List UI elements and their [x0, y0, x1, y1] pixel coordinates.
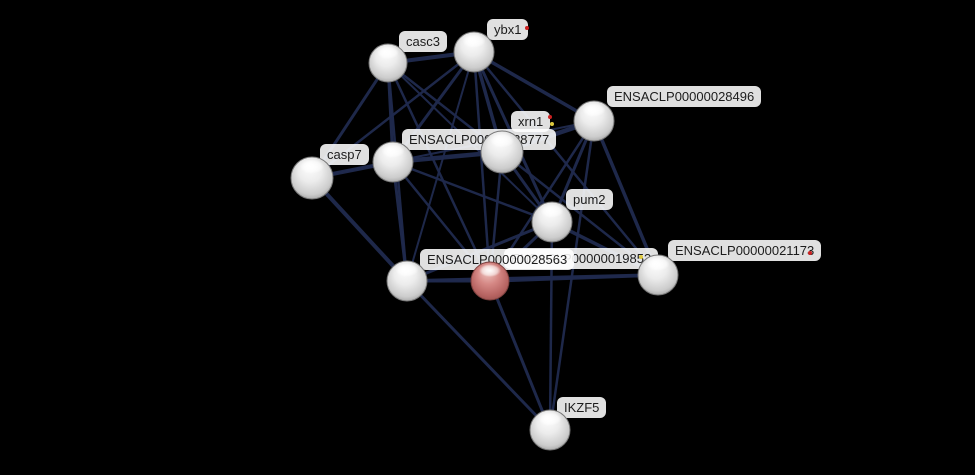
- node-label-n28496: ENSACLP00000028496: [607, 86, 761, 107]
- edge-n19853-IKZF5: [488, 280, 552, 431]
- svg-text:IKZF5: IKZF5: [564, 400, 599, 415]
- svg-text:ybx1: ybx1: [494, 22, 521, 37]
- edge-n28777-pum2: [392, 160, 553, 224]
- edge-ybx1-n28563: [406, 51, 475, 282]
- edge-n19853-n21173: [489, 273, 659, 283]
- node-n19853[interactable]: [470, 261, 510, 301]
- edge-ybx1-n28496: [473, 50, 595, 123]
- node-casp7[interactable]: [290, 156, 334, 200]
- node-ybx1[interactable]: [453, 31, 495, 73]
- svg-text:ENSACLP00000028777: ENSACLP00000028777: [409, 132, 549, 147]
- edge-color-speck: [525, 26, 529, 30]
- svg-text:ENSACLP00000021173: ENSACLP00000021173: [675, 243, 814, 258]
- svg-text:casp7: casp7: [327, 147, 362, 162]
- node-n28563[interactable]: [386, 260, 428, 302]
- svg-text:ENSACLP00000028496: ENSACLP00000028496: [614, 89, 754, 104]
- node-n21173[interactable]: [637, 254, 679, 296]
- node-label-n28777: ENSACLP00000028777: [402, 129, 556, 150]
- node-label-casc3: casc3: [399, 31, 447, 52]
- edge-color-speck: [808, 251, 812, 255]
- node-xrn1[interactable]: [480, 130, 524, 174]
- node-label-n28563: ENSACLP00000028563: [420, 249, 574, 270]
- svg-text:pum2: pum2: [573, 192, 606, 207]
- edge-color-speck: [548, 115, 552, 119]
- node-pum2[interactable]: [531, 201, 573, 243]
- edge-ybx1-n19853: [472, 51, 492, 282]
- nodes-layer: [290, 31, 679, 451]
- edge-color-speck: [639, 255, 643, 259]
- node-label-ybx1: ybx1: [487, 19, 528, 40]
- edge-color-speck: [550, 122, 554, 126]
- node-label-n21173: ENSACLP00000021173: [668, 240, 821, 261]
- specks-layer: [525, 26, 812, 259]
- node-label-xrn1: xrn1: [511, 111, 550, 132]
- svg-text:ENSACLP00000028563: ENSACLP00000028563: [427, 252, 567, 267]
- edge-casp7-n28563: [310, 176, 409, 283]
- node-label-casp7: casp7: [320, 144, 369, 165]
- node-n28496[interactable]: [573, 100, 615, 142]
- node-label-pum2: pum2: [566, 189, 613, 210]
- edge-n28563-IKZF5: [405, 279, 552, 432]
- node-n28777[interactable]: [372, 141, 414, 183]
- node-label-IKZF5: IKZF5: [557, 397, 606, 418]
- svg-text:casc3: casc3: [406, 34, 440, 49]
- node-casc3[interactable]: [368, 43, 408, 83]
- node-IKZF5[interactable]: [529, 409, 571, 451]
- svg-text:xrn1: xrn1: [518, 114, 543, 129]
